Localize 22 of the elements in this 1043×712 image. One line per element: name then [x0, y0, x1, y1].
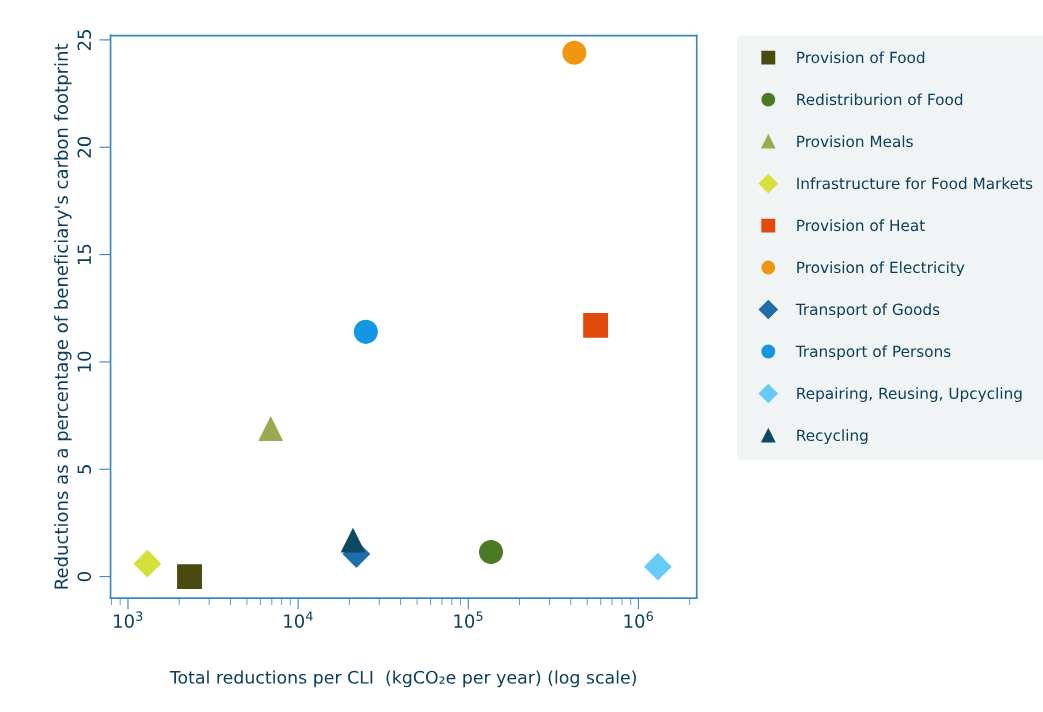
x-tick-label: 10$^{3}$	[114, 611, 143, 628]
legend-label: Repairing, Reusing, Upcycling	[797, 387, 1022, 403]
x-tick-label: 10$^{4}$	[284, 611, 313, 628]
y-tick-label: 10	[77, 351, 92, 372]
x-tick-label: 10$^{5}$	[454, 611, 483, 628]
y-axis-title: Reductions as a percentage of beneficiary's carbon footprint	[54, 43, 72, 589]
legend-label: Recycling	[797, 429, 868, 445]
y-tick-label: 15	[77, 244, 92, 265]
x-axis-title: Total reductions per CLI (kgCO₂e per year) (log scale)	[169, 670, 636, 688]
legend-label: Transport of Goods	[795, 303, 940, 319]
y-tick-label: 25	[77, 29, 92, 51]
legend-label: Provision Meals	[797, 135, 913, 148]
legend-label: Transport of Persons	[795, 345, 951, 361]
y-tick-label: 20	[77, 136, 92, 158]
legend-label: Infrastructure for Food Markets	[797, 177, 1033, 190]
x-tick-label: 10$^{6}$	[624, 611, 653, 628]
y-tick-label: 5	[77, 465, 92, 474]
legend-label: Provision of Electricity	[797, 261, 965, 277]
y-tick-label: 0	[77, 572, 92, 582]
legend-label: Provision of Heat	[797, 219, 925, 232]
legend-label: Provision of Food	[797, 51, 925, 64]
legend-label: Redistriburion of Food	[797, 93, 963, 106]
